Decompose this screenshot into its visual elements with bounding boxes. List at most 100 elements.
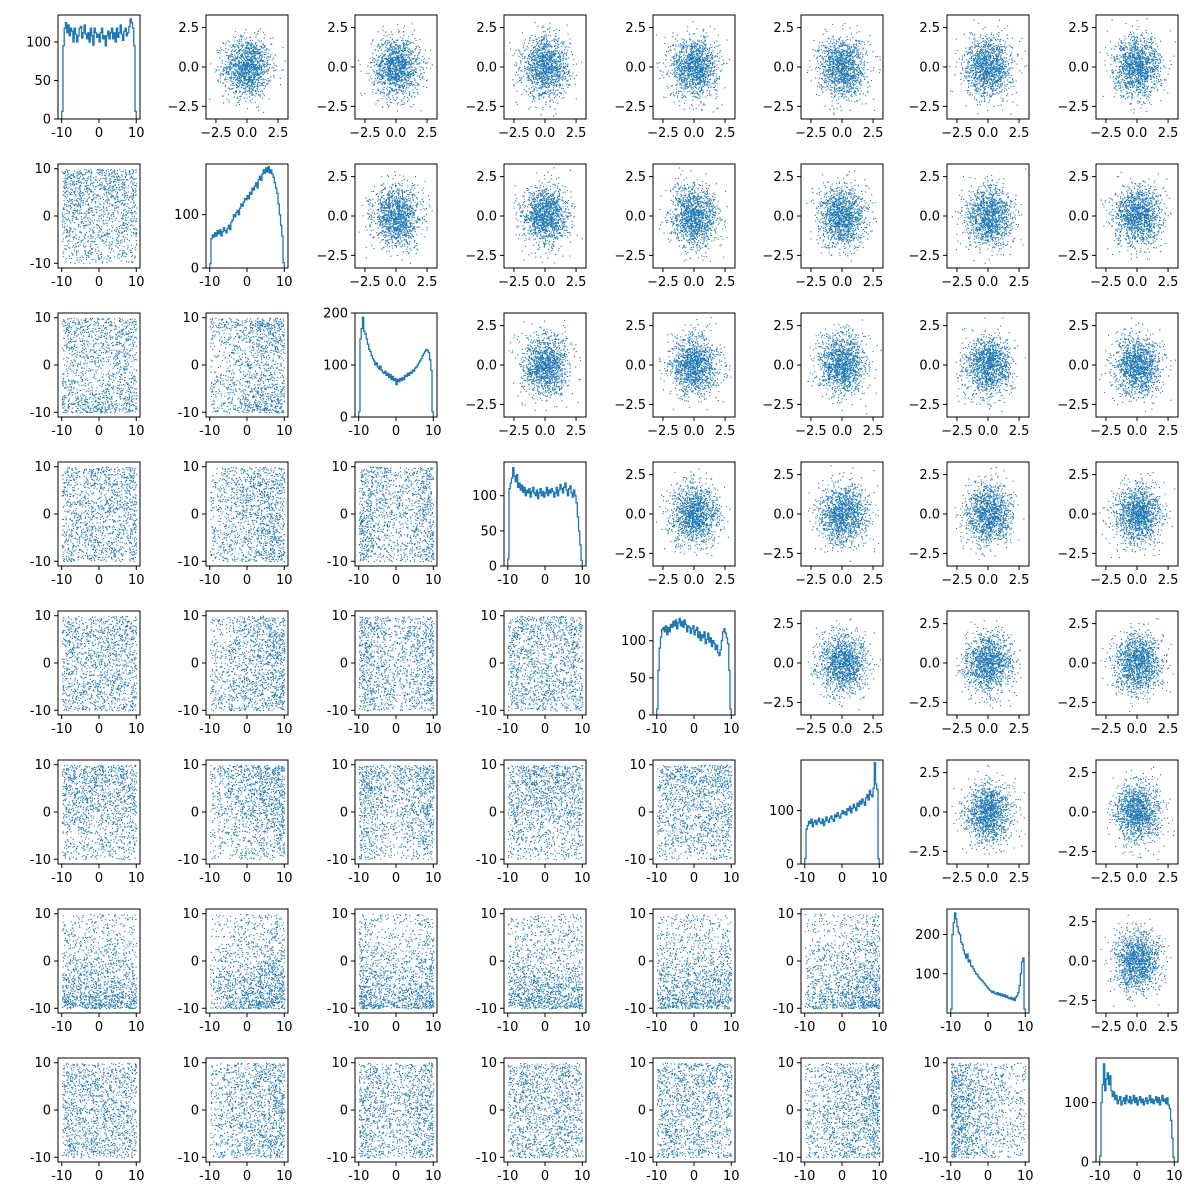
x-tick-label: 0: [243, 275, 251, 290]
x-tick-label: 10: [723, 722, 740, 737]
subplot-r1-c2: −2.5 0.0 2.5−2.50.02.5: [316, 164, 437, 290]
y-tick-label: 0.0: [1068, 359, 1089, 374]
subplot-r0-c6: −2.5 0.0 2.5−2.50.02.5: [908, 15, 1029, 141]
x-tick-label: -10: [497, 1169, 518, 1184]
scatter-points-r7-c6: [951, 1063, 1027, 1159]
x-tick-label: 10: [276, 871, 293, 886]
y-tick-label: 10: [777, 907, 794, 922]
y-tick-label: -10: [327, 1151, 348, 1166]
y-tick-label: −2.5: [908, 547, 940, 562]
y-tick-label: 0: [489, 806, 497, 821]
x-tick-label: 0.0: [832, 275, 853, 290]
x-tick-label: 0.0: [1127, 424, 1148, 439]
subplot-r0-c1: −2.5 0.0 2.5−2.50.02.5: [167, 15, 288, 141]
y-tick-label: 2.5: [625, 319, 646, 334]
x-tick-label: -10: [51, 275, 72, 290]
x-tick-label: -10: [646, 871, 667, 886]
subplot-r5-c7: −2.5 0.0 2.5−2.50.02.5: [1057, 760, 1178, 886]
axes-frame: [206, 760, 288, 864]
x-tick-label: 2.5: [715, 573, 736, 588]
x-tick-label: 10: [425, 424, 442, 439]
x-tick-label: −2.5: [1090, 722, 1122, 737]
y-tick-label: 0: [489, 657, 497, 672]
y-tick-label: 100: [174, 208, 199, 223]
x-tick-label: -10: [51, 126, 72, 141]
scatter-points-r4-c5: [808, 618, 881, 710]
x-tick-label: −2.5: [200, 126, 232, 141]
x-tick-label: 10: [723, 871, 740, 886]
x-tick-label: -10: [794, 871, 815, 886]
y-tick-label: 10: [182, 1056, 199, 1071]
y-tick-label: −2.5: [908, 696, 940, 711]
x-tick-label: 0: [690, 1169, 698, 1184]
y-tick-label: -10: [327, 1002, 348, 1017]
x-tick-label: -10: [794, 1169, 815, 1184]
x-tick-label: 0.0: [832, 722, 853, 737]
x-tick-label: 2.5: [1158, 573, 1179, 588]
x-tick-label: -10: [348, 871, 369, 886]
x-tick-label: 0: [95, 871, 103, 886]
x-tick-label: -10: [348, 573, 369, 588]
y-tick-label: 2.5: [1068, 617, 1089, 632]
y-tick-label: −2.5: [762, 100, 794, 115]
x-tick-label: −2.5: [795, 126, 827, 141]
x-tick-label: 10: [574, 722, 591, 737]
x-tick-label: 2.5: [566, 275, 587, 290]
y-tick-label: 0: [43, 113, 51, 128]
y-tick-label: −2.5: [316, 100, 348, 115]
x-tick-label: 0.0: [535, 275, 556, 290]
scatter-points-r3-c4: [656, 469, 730, 557]
y-tick-label: 200: [323, 307, 348, 322]
x-tick-label: 10: [723, 1020, 740, 1035]
x-tick-label: 0: [541, 722, 549, 737]
y-tick-label: 100: [472, 489, 497, 504]
y-tick-label: 2.5: [1068, 915, 1089, 930]
x-tick-label: 10: [128, 1169, 145, 1184]
x-tick-label: -10: [348, 424, 369, 439]
subplot-r3-c7: −2.5 0.0 2.5−2.50.02.5: [1057, 462, 1178, 588]
x-tick-label: -10: [646, 722, 667, 737]
x-tick-label: -10: [794, 1020, 815, 1035]
scatter-points-r0-c1: [209, 28, 286, 113]
x-tick-label: -10: [646, 1020, 667, 1035]
y-tick-label: 10: [182, 311, 199, 326]
histogram-line-1: [210, 167, 285, 268]
y-tick-label: -10: [773, 1002, 794, 1017]
axes-frame: [355, 313, 437, 417]
scatter-points-r6-c7: [1100, 915, 1171, 1007]
x-tick-label: 0.0: [386, 126, 407, 141]
y-tick-label: −2.5: [1057, 100, 1089, 115]
x-tick-label: 0: [243, 573, 251, 588]
x-tick-label: 2.5: [715, 424, 736, 439]
y-tick-label: -10: [30, 555, 51, 570]
y-tick-label: -10: [30, 257, 51, 272]
y-tick-label: 0: [340, 1104, 348, 1119]
scatter-points-r3-c1: [210, 467, 285, 562]
subplot-r4-c6: −2.5 0.0 2.5−2.50.02.5: [908, 611, 1029, 737]
y-tick-label: 10: [34, 1056, 51, 1071]
y-tick-label: −2.5: [762, 547, 794, 562]
x-tick-label: 0.0: [978, 871, 999, 886]
x-tick-label: -10: [199, 573, 220, 588]
x-tick-label: -10: [51, 871, 72, 886]
y-tick-label: 50: [480, 524, 497, 539]
y-tick-label: 2.5: [1068, 170, 1089, 185]
y-tick-label: −2.5: [762, 398, 794, 413]
x-tick-label: 0: [243, 1169, 251, 1184]
scatter-points-r7-c0: [62, 1063, 137, 1159]
y-tick-label: -10: [178, 853, 199, 868]
x-tick-label: −2.5: [941, 126, 973, 141]
y-tick-label: -10: [327, 704, 348, 719]
x-tick-label: 10: [425, 573, 442, 588]
y-tick-label: 0.0: [327, 61, 348, 76]
x-tick-label: -10: [199, 424, 220, 439]
x-tick-label: 0: [95, 275, 103, 290]
x-tick-label: 10: [276, 424, 293, 439]
y-tick-label: -10: [178, 704, 199, 719]
x-tick-label: 10: [128, 722, 145, 737]
y-tick-label: 0: [191, 806, 199, 821]
